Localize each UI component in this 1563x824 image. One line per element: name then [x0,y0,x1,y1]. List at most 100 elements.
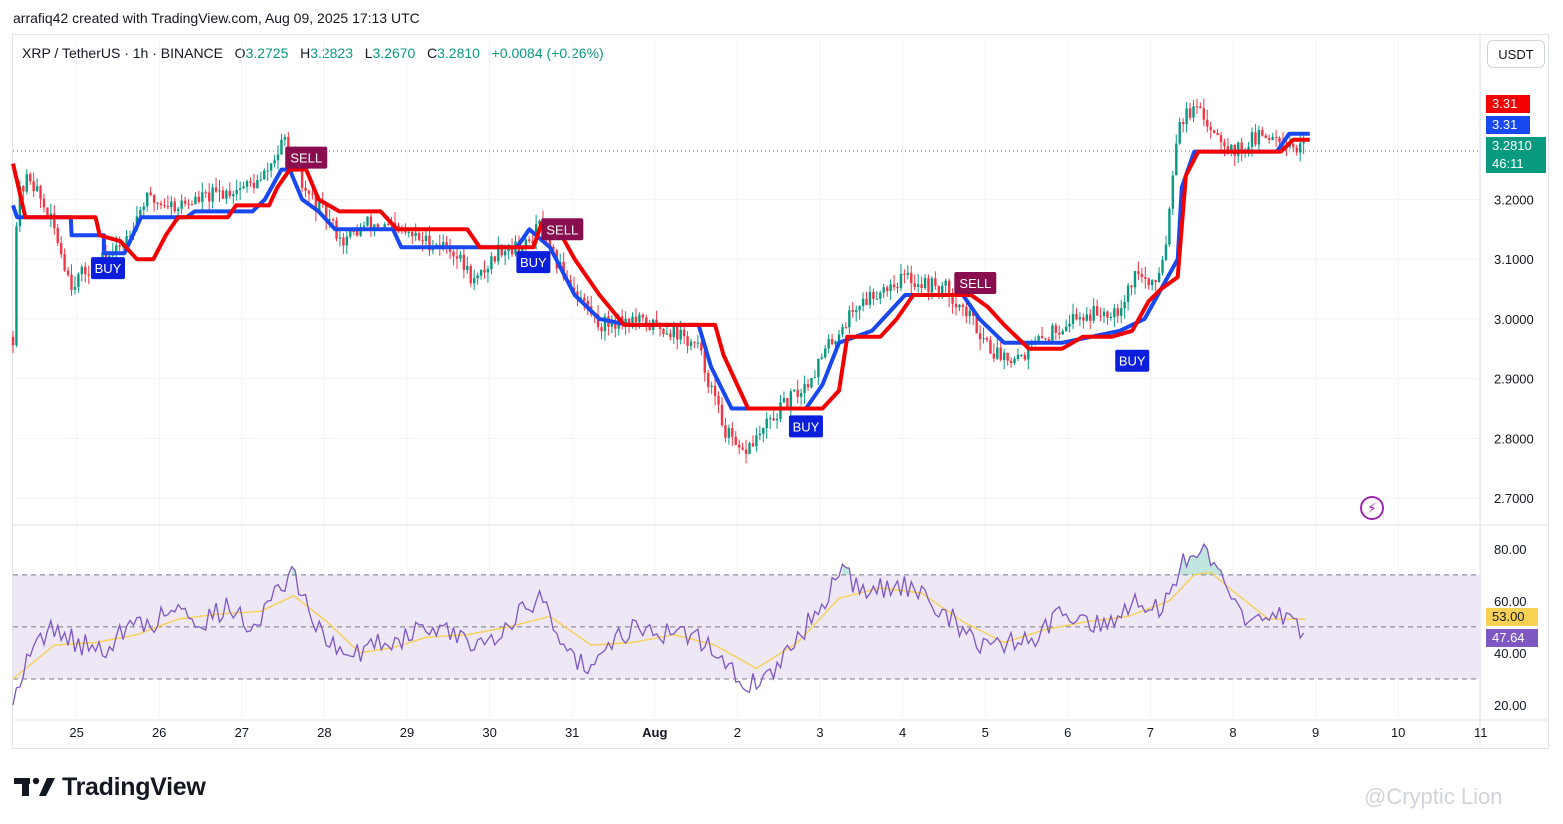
candle-body [376,224,380,228]
price-change: +0.0084 (+0.26%) [491,45,604,61]
close-label: C [426,45,438,61]
time-axis-tick: 29 [400,725,414,740]
candle-body [507,248,510,252]
buy-signal-badge [788,415,823,438]
candle-body [1237,142,1240,156]
candle-body [256,179,259,189]
candle-body [149,192,152,196]
lightning-icon[interactable]: ⚡ [1360,496,1384,520]
candle-body [510,248,514,255]
candle-body [586,300,589,307]
candle-body [1298,143,1302,153]
candle-body [885,287,889,292]
candle-body [627,318,631,326]
candle-body [638,314,641,323]
candle-body [373,224,376,228]
candle-body [848,310,851,328]
candle-body [1023,354,1027,360]
candle-body [782,398,786,403]
candle-body [775,418,779,421]
candle-body [287,136,290,156]
candle-body [1188,108,1192,118]
candle-body [180,200,183,209]
candle-body [276,154,280,161]
candle-body [1192,106,1195,118]
candle-body [1144,276,1147,279]
candle-body [1016,354,1020,360]
open-label: O [234,45,246,61]
candle-body [366,216,369,226]
candle-body [820,357,823,359]
candle-body [414,232,417,237]
candle-body [428,235,431,251]
candle-body [937,286,941,294]
candle-body [1223,142,1226,147]
candle-body [669,333,672,338]
candle-body [531,240,534,244]
candle-body [755,435,758,447]
candle-body [359,227,362,236]
candle-body [173,201,176,212]
candle-body [696,342,700,344]
candle-body [142,206,145,210]
candle-body [1230,144,1233,151]
candle-body [417,232,421,240]
currency-unit-button[interactable]: USDT [1487,40,1545,68]
candle-body [503,251,507,256]
candle-body [1123,301,1126,309]
candle-body [304,187,307,191]
rsi-axis-tick: 40.00 [1494,646,1527,661]
candle-body [228,190,232,197]
rsi-axis-tick: 80.00 [1494,542,1527,557]
candle-body [349,231,352,237]
candle-body [762,428,765,434]
buy-signal-label: BUY [95,261,122,276]
time-axis-tick: 11 [1474,725,1488,740]
candle-body [758,433,762,436]
candle-body [146,192,149,207]
buy-signal-badge [516,251,551,274]
candle-body [80,266,84,275]
candle-body [713,385,717,396]
candle-body [1261,129,1264,136]
candle-body [386,224,390,226]
candle-body [442,242,445,248]
candle-body [214,187,218,192]
candle-body [383,224,386,229]
candle-body [1061,331,1064,335]
candle-body [1164,244,1168,260]
candle-body [916,284,920,287]
candle-body [1054,325,1058,333]
candle-body [855,310,858,313]
candle-body [125,236,128,246]
candle-body [421,239,424,241]
candle-body [238,188,242,190]
candle-body [479,269,483,276]
candle-body [345,236,349,246]
candle-body [576,291,579,298]
candle-body [207,192,211,202]
candle-body [827,339,830,349]
candle-body [1099,315,1102,317]
candle-body [273,160,276,164]
sell-signal-badge [541,218,584,241]
candle-body [22,186,25,192]
tradingview-logo-icon [14,777,55,796]
candle-body [1126,285,1130,302]
candle-body [538,220,541,225]
candle-body [1106,311,1109,318]
candle-body [11,336,15,346]
sell-signal-label: SELL [959,276,991,291]
symbol-legend: XRP / TetherUS · 1h · BINANCE O3.2725 H3… [22,45,604,61]
candle-body [211,187,214,202]
candle-body [424,235,428,241]
rsi-ma-line [12,571,1306,680]
candle-body [1147,278,1150,286]
close-value: 3.2810 [437,45,480,61]
candle-body [961,304,965,307]
candle-body [139,209,142,217]
candle-body [163,205,166,207]
candle-body [1154,280,1157,283]
candle-body [1216,133,1219,136]
